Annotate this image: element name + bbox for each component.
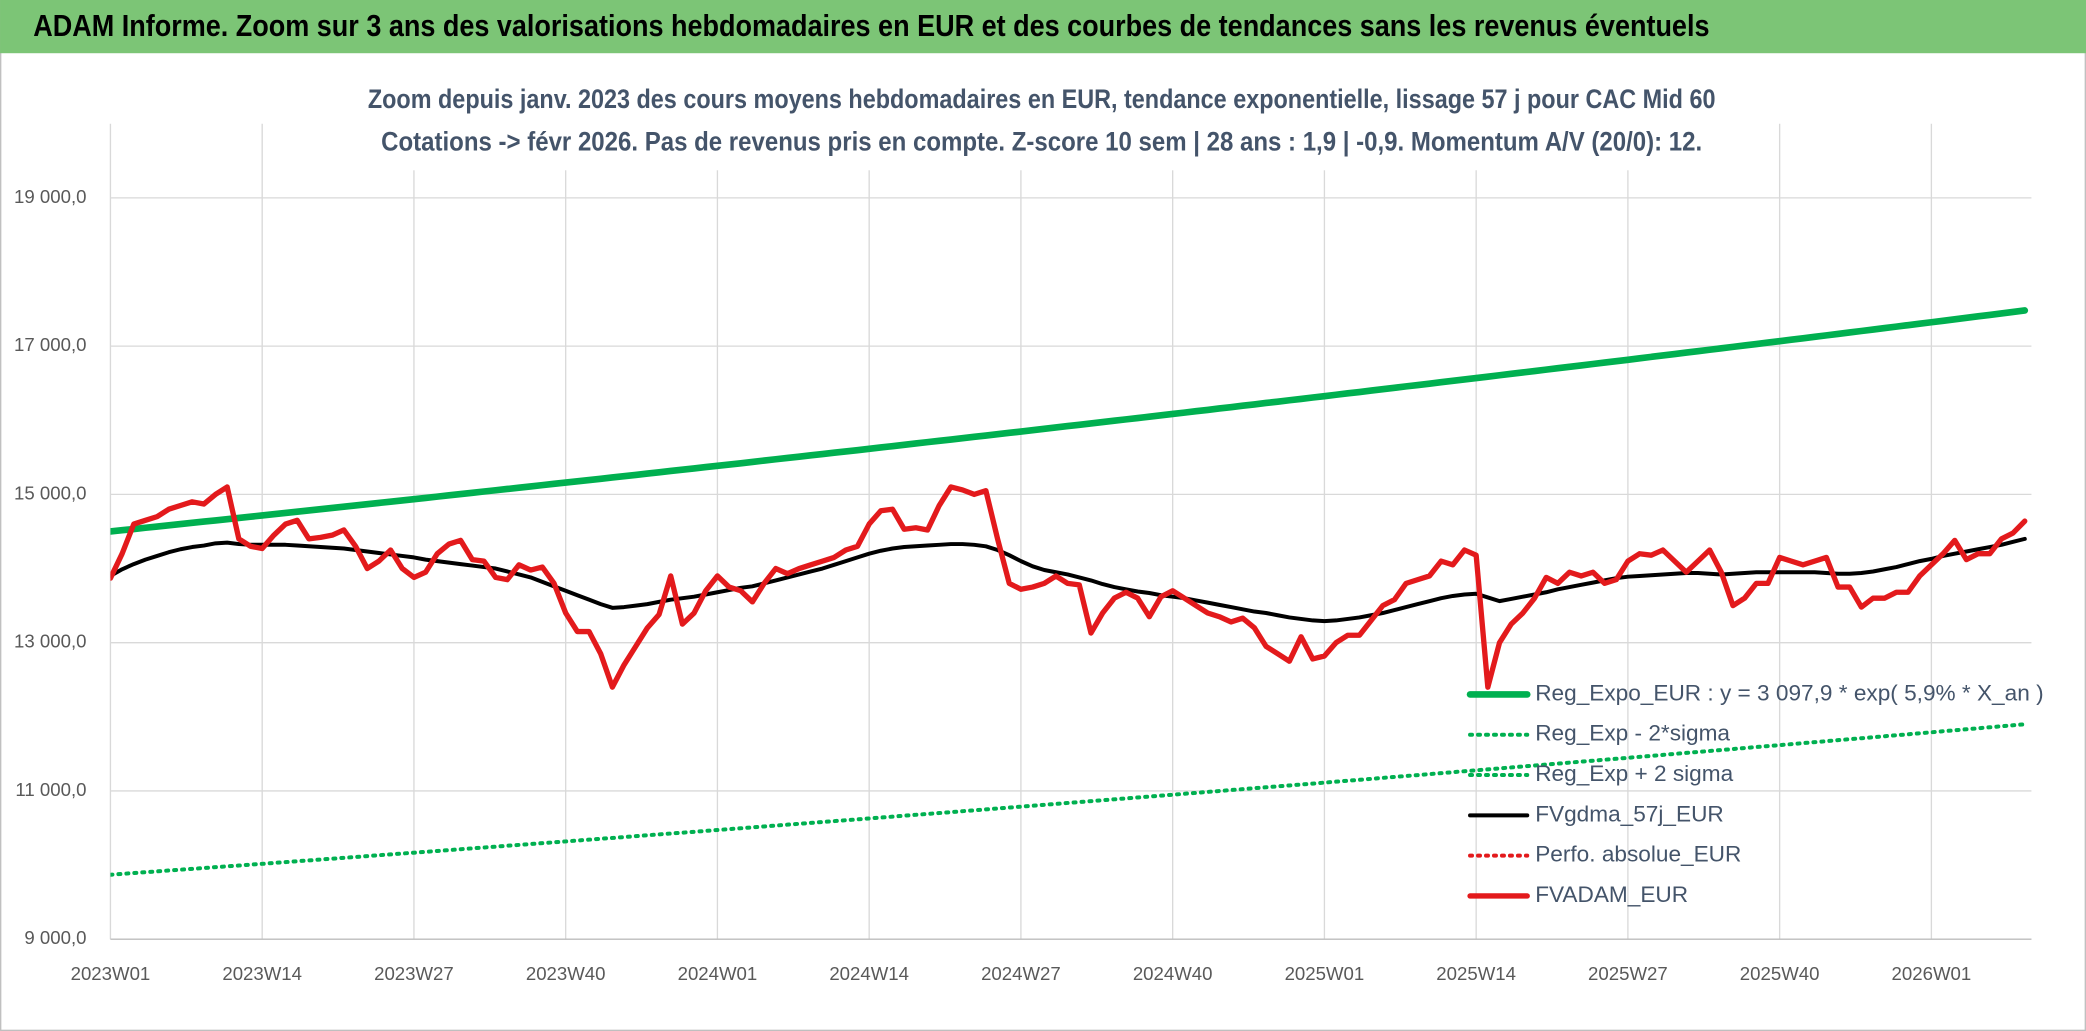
x-tick-label: 2026W01 [1892, 963, 1972, 984]
series-line [110, 536, 2027, 624]
x-tick-label: 2025W40 [1740, 963, 1820, 984]
y-tick-label: 9 000,0 [24, 927, 86, 948]
x-tick-label: 2024W14 [829, 963, 909, 984]
legend-label: FVADAM_EUR [1535, 882, 1688, 907]
y-tick-label: 15 000,0 [14, 482, 86, 503]
series-line [110, 307, 2029, 535]
title-box [359, 74, 1717, 171]
y-tick-label: 19 000,0 [14, 186, 86, 207]
x-tick-label: 2023W01 [71, 963, 151, 984]
x-tick-label: 2025W14 [1436, 963, 1516, 984]
legend-label: Reg_Expo_EUR : y = 3 097,9 * exp( 5,9% *… [1535, 680, 2043, 705]
x-tick-label: 2024W27 [981, 963, 1061, 984]
header-title: ADAM Informe. Zoom sur 3 ans des valoris… [33, 9, 1709, 43]
x-tick-label: 2024W40 [1133, 963, 1213, 984]
x-tick-label: 2023W14 [222, 963, 302, 984]
x-tick-label: 2025W27 [1588, 963, 1668, 984]
y-tick-label: 13 000,0 [14, 631, 86, 652]
x-tick-label: 2023W27 [374, 963, 454, 984]
header-bar [0, 0, 2086, 54]
x-tick-label: 2025W01 [1285, 963, 1365, 984]
series-line [110, 722, 2027, 877]
plot [110, 307, 2029, 877]
chart-subtitle: Cotations -> févr 2026. Pas de revenus p… [381, 127, 1702, 157]
y-tick-label: 11 000,0 [15, 779, 86, 800]
axes: 9 000,0 11 000,0 13 000,0 15 000,0 17 000,0 1… [14, 186, 2032, 984]
chart-title: Zoom depuis janv. 2023 des cours moyens … [368, 84, 1716, 114]
legend-label: Reg_Exp - 2*sigma [1535, 721, 1730, 746]
legend-label: FVgdma_57j_EUR [1535, 801, 1724, 826]
y-tick-label: 17 000,0 [14, 334, 86, 355]
x-tick-label: 2024W01 [678, 963, 758, 984]
legend-label: Perfo. absolue_EUR [1535, 842, 1741, 867]
legend: Reg_Expo_EUR : y = 3 097,9 * exp( 5,9% *… [1466, 680, 2044, 907]
legend-label: Reg_Exp + 2 sigma [1535, 761, 1733, 786]
x-tick-label: 2023W40 [526, 963, 606, 984]
series-line [110, 484, 2028, 690]
